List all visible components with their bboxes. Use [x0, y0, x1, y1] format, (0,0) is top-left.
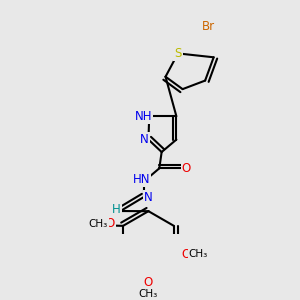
Text: NH: NH — [134, 110, 152, 123]
Text: CH₃: CH₃ — [188, 249, 208, 259]
Text: O: O — [144, 276, 153, 290]
Text: O: O — [182, 248, 190, 260]
Text: CH₃: CH₃ — [139, 289, 158, 299]
Text: CH₃: CH₃ — [88, 218, 108, 229]
Text: Br: Br — [202, 20, 215, 33]
Text: O: O — [182, 162, 191, 175]
Text: HN: HN — [133, 173, 150, 186]
Text: S: S — [174, 47, 182, 60]
Text: N: N — [140, 133, 148, 146]
Text: O: O — [106, 217, 115, 230]
Text: N: N — [144, 190, 153, 204]
Text: H: H — [112, 203, 121, 216]
